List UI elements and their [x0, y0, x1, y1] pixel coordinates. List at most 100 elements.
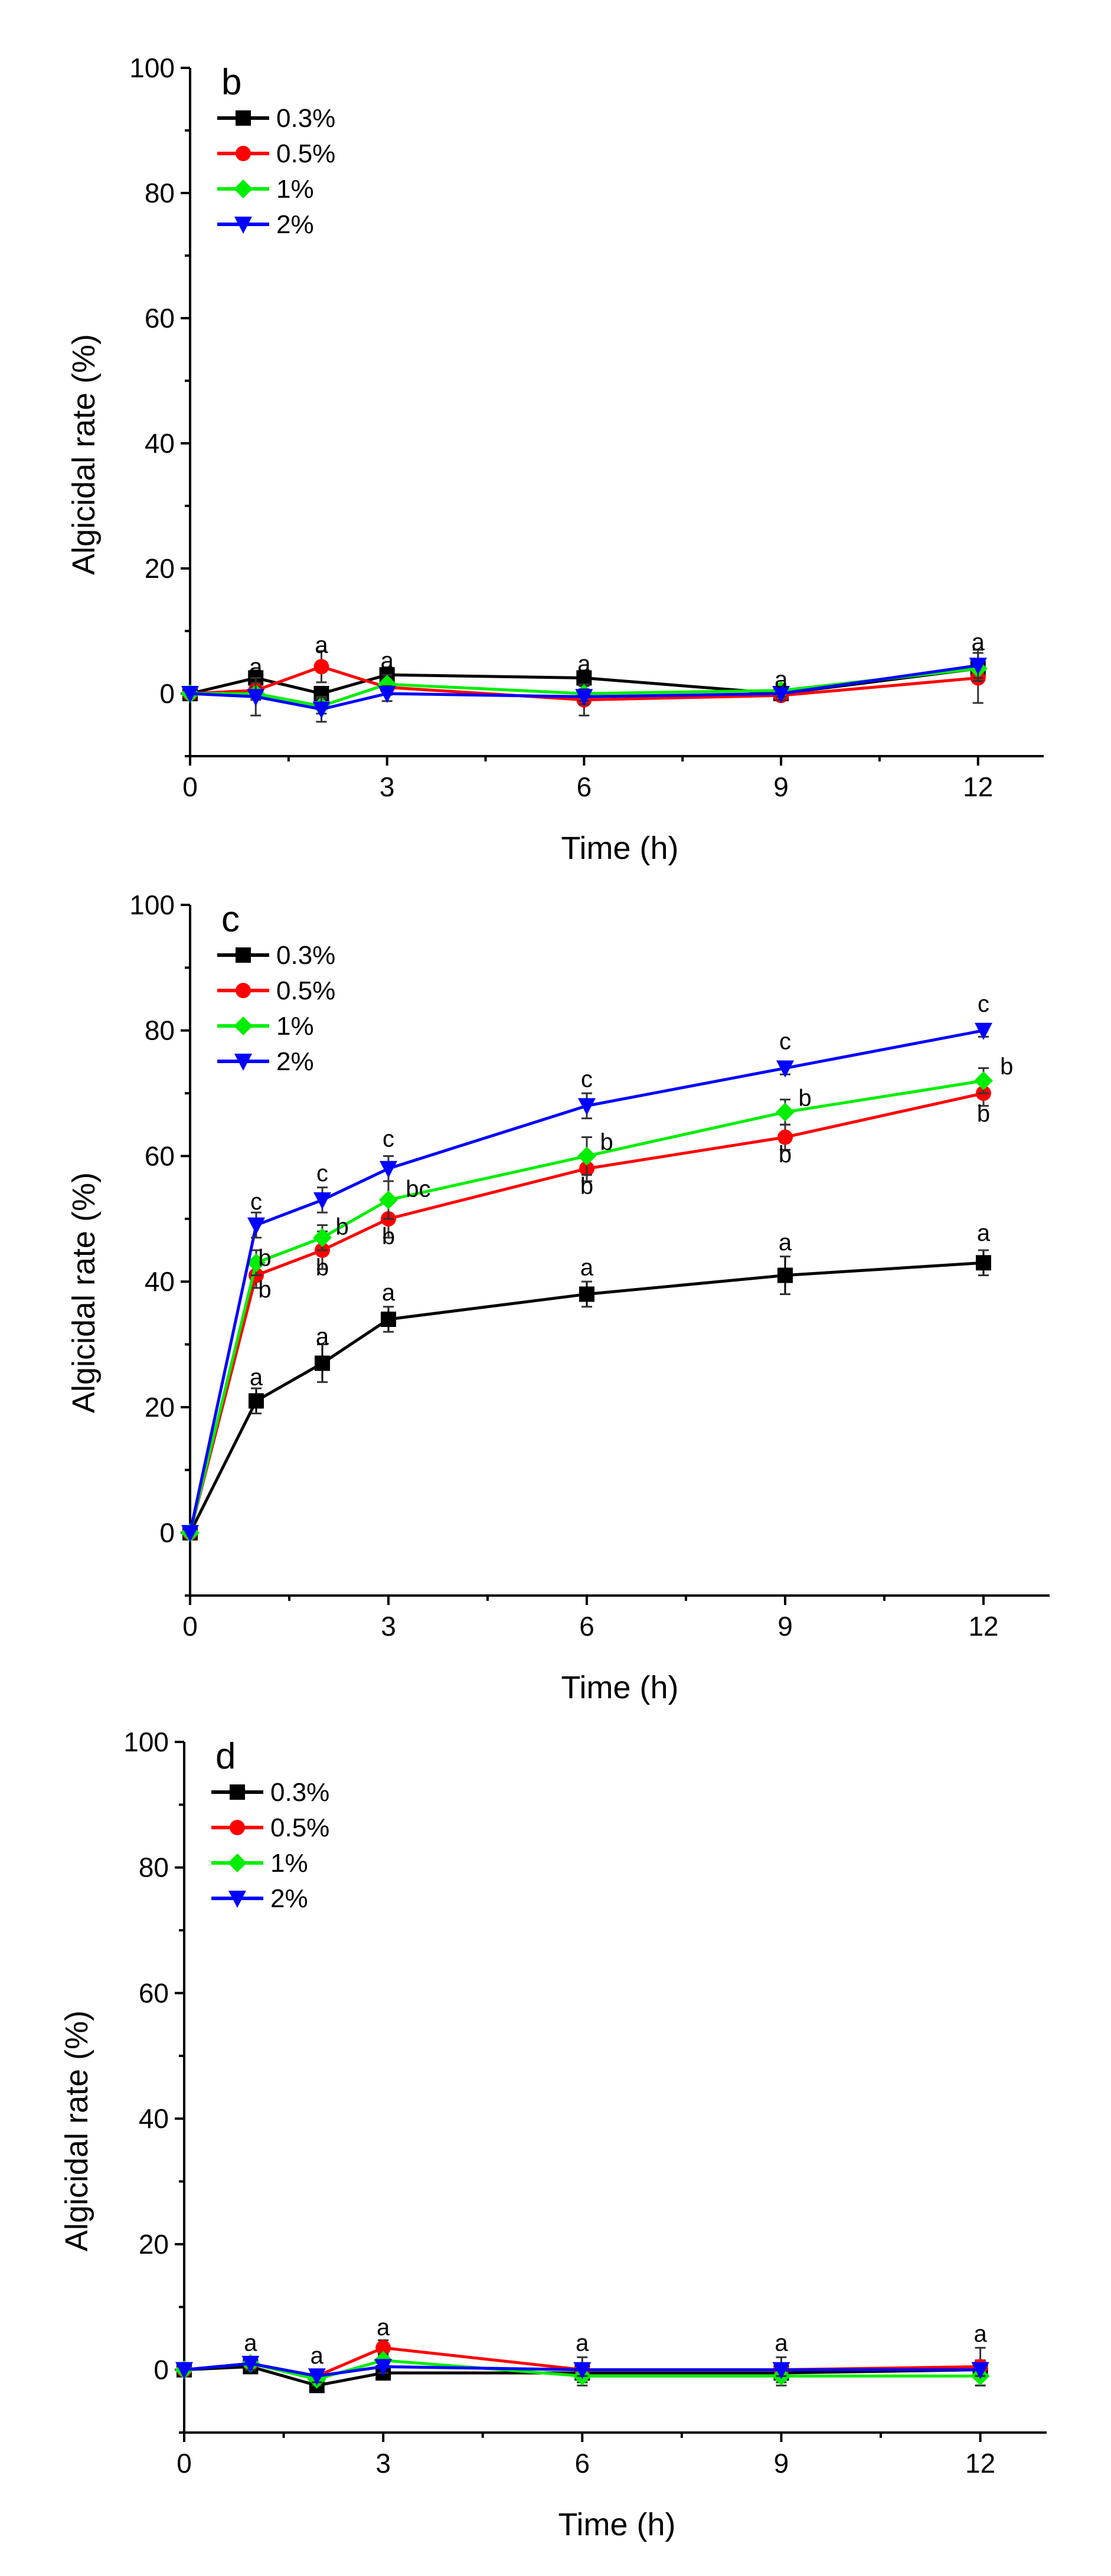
- panel-b-legend-label-2: 1%: [276, 175, 314, 204]
- panel-b-y-tick-label: 0: [159, 678, 175, 709]
- panel-d-x-tick-label: 9: [774, 2448, 789, 2479]
- panel-b-y-tick-label: 100: [129, 53, 175, 83]
- panel-c-y-axis-title: Algicidal rate (%): [66, 1172, 102, 1413]
- panel-c-significance-label: c: [250, 1189, 262, 1215]
- panel-d-label: d: [215, 1736, 236, 1777]
- panel-b-legend-label-0: 0.3%: [276, 104, 335, 133]
- panel-c-legend-marker-0: [236, 947, 251, 963]
- panel-b-series-3-point: [181, 686, 199, 703]
- panel-b-legend-marker-1: [236, 146, 251, 161]
- panel-c-series-0-point: [249, 1393, 264, 1409]
- panel-c-significance-label: bc: [406, 1176, 430, 1202]
- panel-c-series-0-point: [381, 1312, 396, 1327]
- panel-b-significance-label: a: [775, 666, 788, 692]
- panel-b-legend-label-3: 2%: [276, 210, 314, 239]
- panel-b-significance-label: a: [972, 629, 985, 655]
- panel-b-y-tick-label: 20: [145, 553, 175, 584]
- panel-d-legend-marker-1: [230, 1820, 245, 1835]
- panel-d-x-axis-title: Time (h): [558, 2507, 676, 2542]
- panel-b-significance-label: a: [315, 632, 328, 658]
- panel-c-significance-label: a: [977, 1220, 991, 1246]
- panel-b-y-tick-label: 80: [145, 178, 175, 208]
- panel-b-legend-item-2: 1%: [217, 175, 314, 204]
- panel-c-y-tick-label: 60: [145, 1140, 175, 1171]
- panel-c-y-tick-label: 40: [145, 1266, 175, 1297]
- panel-d-series-3: [175, 2356, 989, 2386]
- panel-d-series-3-point: [308, 2368, 326, 2386]
- panel-c-y-tick-label: 100: [129, 890, 175, 920]
- panel-c-series-3-point: [181, 1525, 199, 1542]
- panel-c-legend-marker-1: [236, 983, 251, 998]
- panel-b: 0 20 40 60 80 100 0 3 6 9 12 a a a a a a b Time (h) Algi…: [66, 53, 1044, 866]
- panel-c-significance-label: a: [779, 1230, 792, 1256]
- panel-d-series-3-point: [175, 2362, 193, 2379]
- panel-d-series-3-point: [241, 2356, 260, 2373]
- panel-b-series-3-point: [247, 689, 265, 707]
- panel-c-series-2-point: [776, 1103, 795, 1122]
- panel-c-significance-label: c: [779, 1029, 791, 1055]
- panel-c-series-2-point: [577, 1146, 596, 1166]
- panel-d: 0 20 40 60 80 100 0 3 6 9 12 a a a a a a d Time (h) Algi…: [59, 1727, 1047, 2542]
- panel-c-legend-label-3: 2%: [276, 1047, 314, 1076]
- panel-c-significance-label: b: [798, 1085, 811, 1111]
- panel-d-legend-label-3: 2%: [270, 1884, 308, 1913]
- panel-c-legend: 0.3% 0.5% 1% 2%: [217, 941, 335, 1076]
- panel-d-legend-item-0: 0.3%: [211, 1778, 329, 1807]
- panel-d-legend-item-2: 1%: [211, 1849, 308, 1878]
- panel-c-significance-label: b: [258, 1277, 271, 1303]
- panel-c-significance-label: b: [382, 1223, 395, 1249]
- panel-c-significance-label: c: [581, 1066, 593, 1092]
- panel-d-y-axis-title: Algicidal rate (%): [59, 2011, 94, 2251]
- panel-d-significance-label: a: [377, 2315, 390, 2340]
- panel-c-series-2-point: [379, 1190, 398, 1209]
- panel-b-plot-area: 0 20 40 60 80 100 0 3 6 9 12 a a a a a a: [129, 53, 1044, 802]
- panel-b-series-3-point: [575, 689, 593, 707]
- panel-c-series-3-point: [776, 1060, 794, 1078]
- panel-d-legend-label-2: 1%: [270, 1849, 308, 1878]
- panel-d-x-tick-label: 3: [375, 2448, 391, 2479]
- panel-c-legend-marker-2: [234, 1016, 253, 1035]
- panel-b-legend: 0.3% 0.5% 1% 2%: [217, 104, 335, 239]
- panel-d-significance-label: a: [244, 2330, 257, 2356]
- panel-c-label: c: [221, 899, 240, 940]
- panel-d-y-tick-label: 60: [139, 1977, 169, 2008]
- panel-b-legend-item-0: 0.3%: [217, 104, 335, 133]
- panel-d-x-tick-label: 12: [965, 2448, 995, 2479]
- panel-c-significance-label: a: [316, 1324, 329, 1350]
- panel-c-significance-label: a: [382, 1280, 396, 1306]
- panel-d-y-tick-label: 20: [139, 2229, 169, 2260]
- panel-c-series-1-point: [777, 1129, 793, 1145]
- panel-b-significance-label: a: [249, 654, 263, 680]
- panel-d-significance-label: a: [775, 2330, 788, 2356]
- panel-c-x-tick-label: 6: [579, 1611, 594, 1642]
- panel-d-series-3-point: [971, 2362, 989, 2379]
- panel-b-x-tick-label: 9: [773, 772, 789, 802]
- panel-b-series-3-point: [969, 658, 987, 675]
- panel-d-series-3-point: [573, 2362, 592, 2379]
- panel-c-significance-label: b: [335, 1214, 348, 1240]
- panel-d-significance-label: a: [576, 2330, 589, 2356]
- panel-c-series-3-point: [313, 1192, 331, 1209]
- panel-c-significance-label: a: [580, 1255, 594, 1281]
- panel-c-series-2-point: [247, 1253, 266, 1273]
- panel-c-significance-label: c: [316, 1160, 328, 1186]
- panel-c-legend-item-0: 0.3%: [217, 941, 335, 970]
- panel-c-series-3-point: [975, 1022, 992, 1040]
- panel-c-legend-item-1: 0.5%: [217, 976, 335, 1005]
- panel-c-legend-label-0: 0.3%: [276, 941, 335, 970]
- panel-d-series-1-point: [375, 2340, 391, 2356]
- panel-b-legend-item-3: 2%: [217, 210, 314, 239]
- panel-b-legend-item-1: 0.5%: [217, 139, 335, 168]
- panel-c-significance-label: b: [977, 1101, 990, 1127]
- panel-d-legend-item-1: 0.5%: [211, 1813, 329, 1842]
- panel-d-legend-item-3: 2%: [211, 1884, 308, 1913]
- panel-c-significance-label: c: [978, 991, 989, 1017]
- panel-b-y-tick-label: 40: [145, 428, 175, 459]
- panel-c-series-3: [181, 1022, 992, 1542]
- panel-c-y-tick-label: 80: [145, 1015, 175, 1046]
- panel-c-series-3-point: [578, 1098, 596, 1116]
- panel-c-legend-label-1: 0.5%: [276, 976, 335, 1005]
- panel-b-x-tick-label: 12: [963, 772, 993, 802]
- panel-b-x-tick-label: 6: [577, 772, 592, 802]
